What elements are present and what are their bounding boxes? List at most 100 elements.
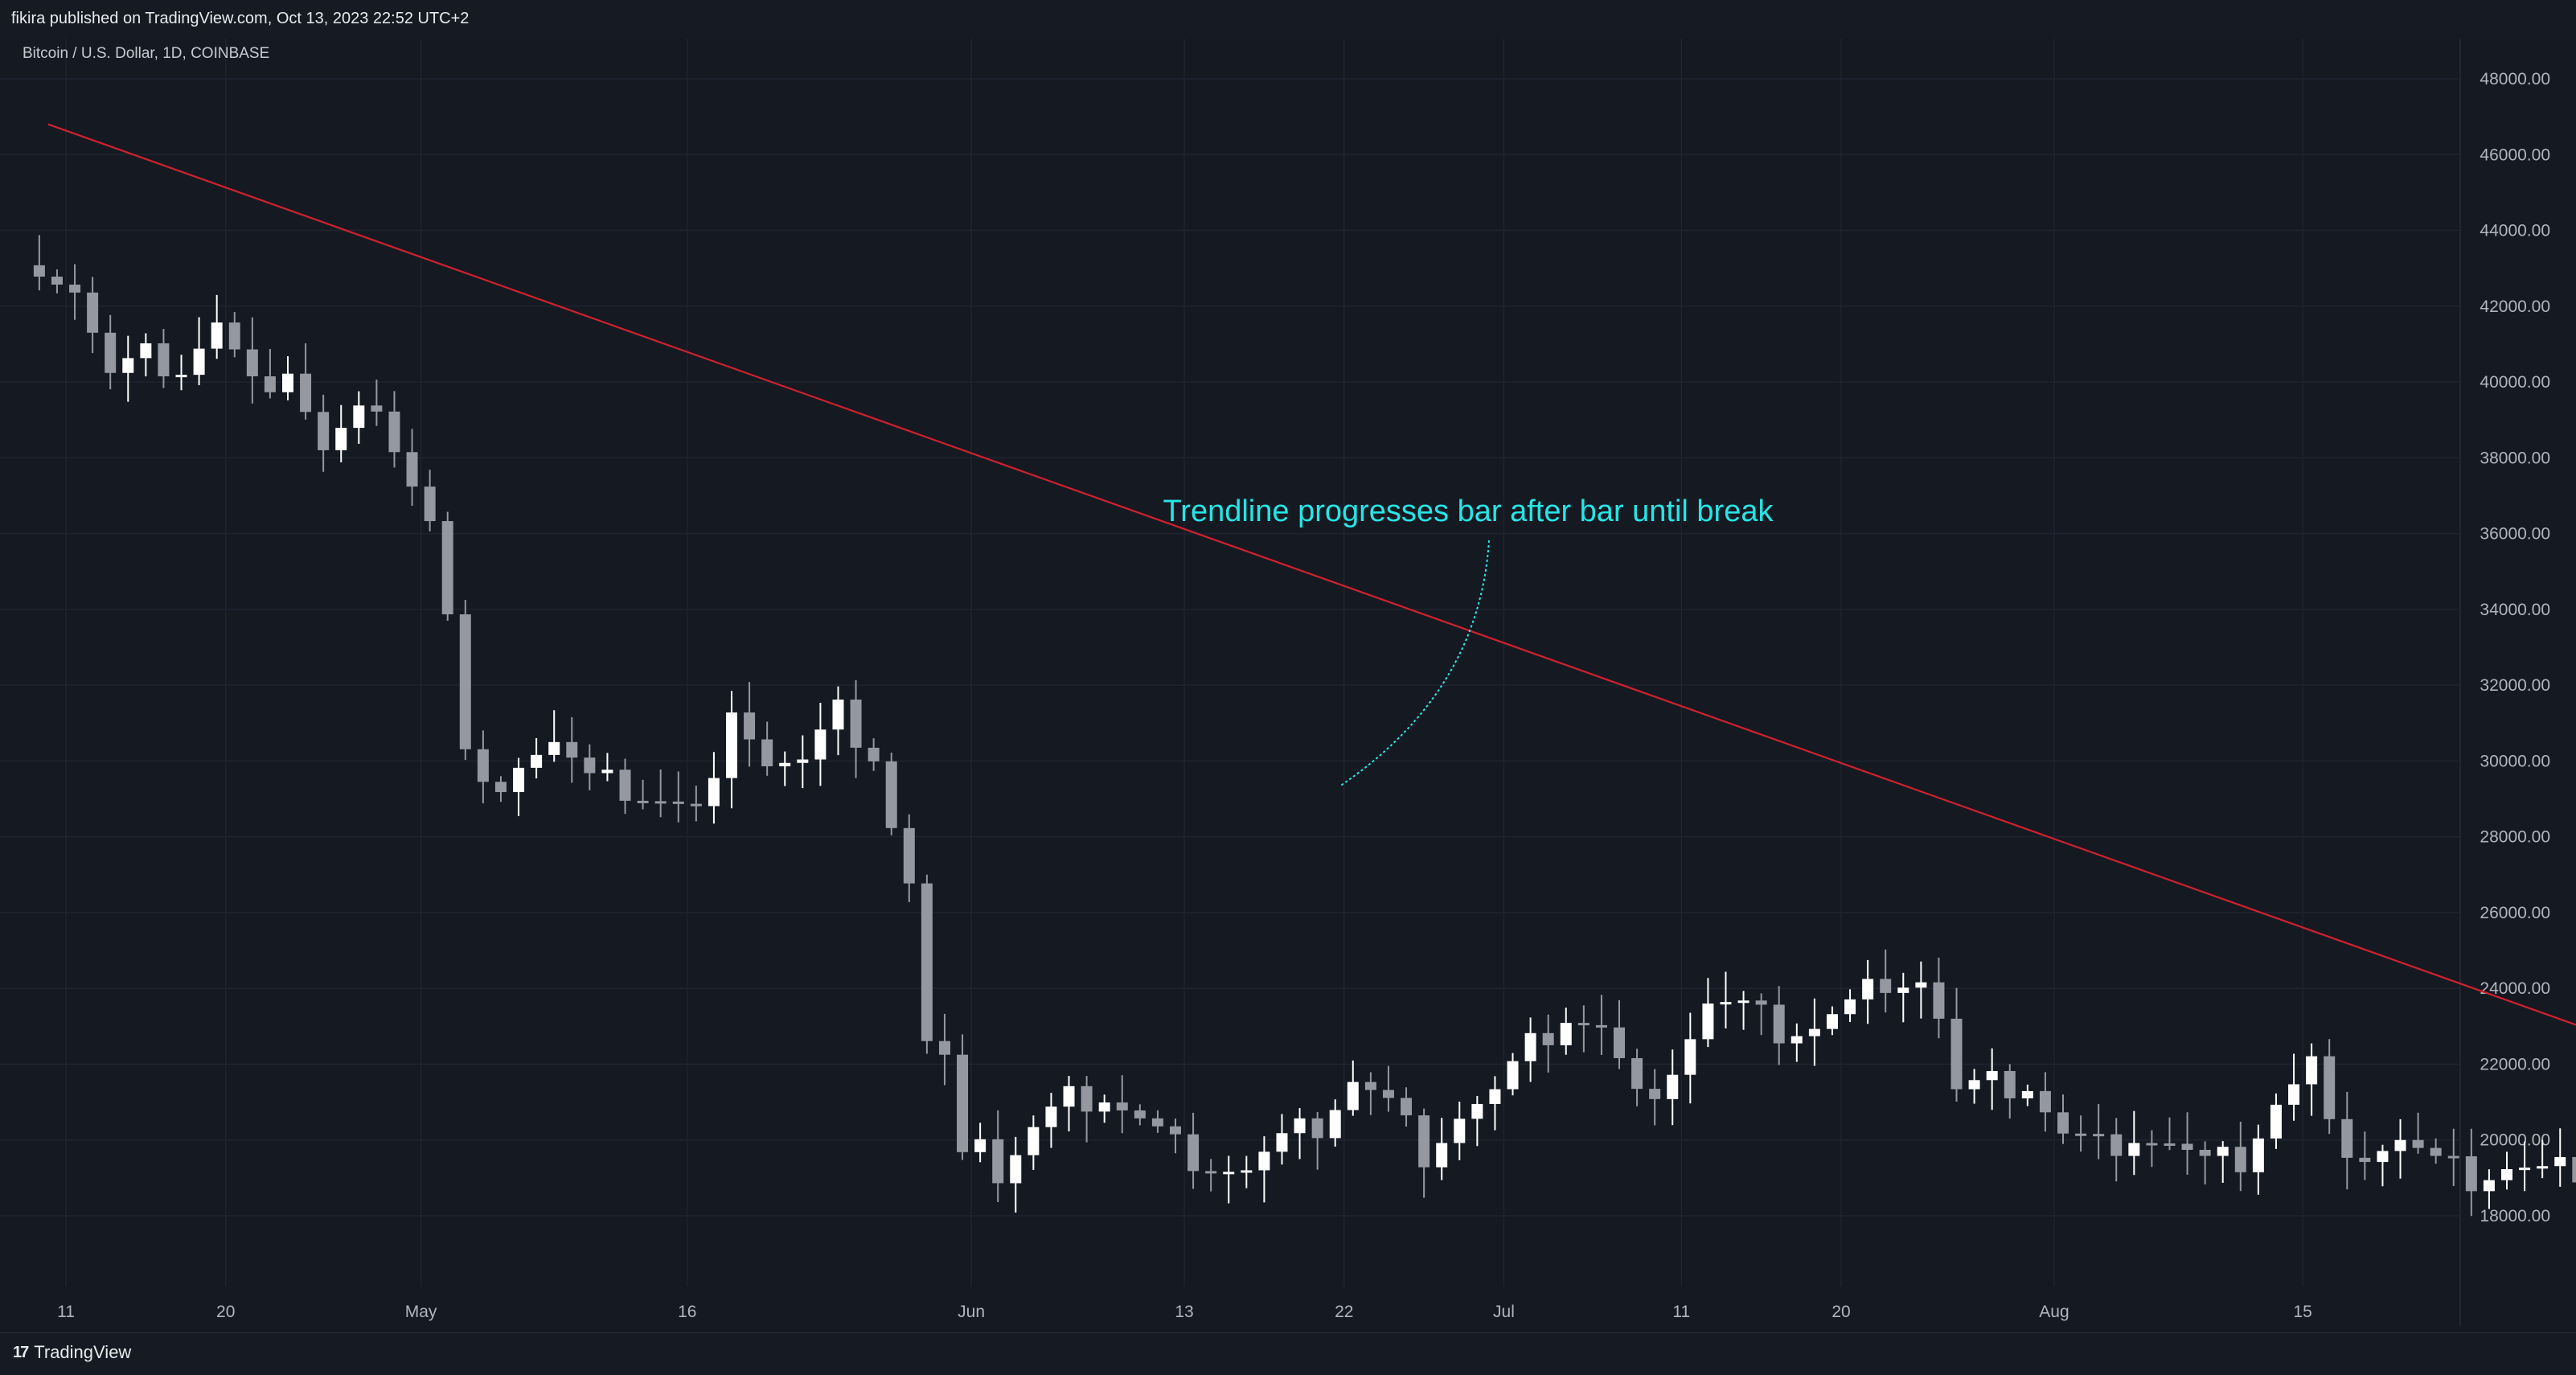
candle-body[interactable] — [388, 411, 400, 453]
trendline[interactable] — [47, 123, 2576, 1155]
candle-body[interactable] — [1950, 1018, 1963, 1090]
candle-body[interactable] — [584, 757, 596, 774]
candle-body[interactable] — [1489, 1089, 1501, 1104]
candle-body[interactable] — [2199, 1149, 2211, 1156]
candlestick-chart[interactable]: 18000.00 20000.00 22000.00 24000.00 26000.00… — [0, 39, 2576, 1332]
candle-body[interactable] — [779, 762, 791, 766]
candle-body[interactable] — [2039, 1090, 2051, 1113]
candle-body[interactable] — [2057, 1112, 2069, 1134]
candle-body[interactable] — [2234, 1147, 2246, 1172]
candle-body[interactable] — [1436, 1143, 1448, 1168]
candle-body[interactable] — [850, 700, 862, 748]
candle-body[interactable] — [122, 358, 134, 373]
candle-body[interactable] — [1045, 1106, 1057, 1127]
candle-body[interactable] — [2093, 1134, 2105, 1137]
candle-body[interactable] — [1577, 1023, 1589, 1026]
candle-body[interactable] — [1347, 1082, 1359, 1110]
candle-body[interactable] — [2359, 1157, 2371, 1163]
candle-body[interactable] — [1063, 1086, 1075, 1107]
candle-body[interactable] — [1649, 1089, 1661, 1099]
candle-body[interactable] — [459, 614, 471, 749]
candle-body[interactable] — [974, 1139, 987, 1152]
candle-body[interactable] — [211, 322, 223, 349]
tradingview-logo[interactable]: 17 TradingView — [13, 1342, 131, 1363]
candle-body[interactable] — [318, 412, 330, 450]
candle-body[interactable] — [566, 741, 578, 758]
candle-body[interactable] — [2537, 1166, 2549, 1169]
candle-body[interactable] — [2004, 1070, 2016, 1098]
candle-body[interactable] — [1880, 979, 1892, 993]
candle-body[interactable] — [2341, 1118, 2353, 1158]
candle-body[interactable] — [2447, 1155, 2459, 1159]
candle-body[interactable] — [300, 373, 312, 412]
candle-body[interactable] — [1028, 1127, 1040, 1155]
candle-body[interactable] — [1471, 1103, 1483, 1119]
candle-body[interactable] — [1151, 1118, 1163, 1127]
candle-body[interactable] — [690, 803, 702, 807]
candle-body[interactable] — [1560, 1023, 1572, 1045]
candle-body[interactable] — [1862, 979, 1874, 999]
candle-body[interactable] — [1524, 1032, 1536, 1061]
candle-body[interactable] — [2554, 1156, 2566, 1167]
candle-body[interactable] — [1401, 1098, 1413, 1116]
candle-body[interactable] — [1010, 1155, 1022, 1184]
candle-body[interactable] — [2465, 1156, 2477, 1192]
candle-body[interactable] — [105, 332, 117, 373]
candle-body[interactable] — [1258, 1151, 1270, 1171]
candle-body[interactable] — [1790, 1036, 1803, 1044]
candle-body[interactable] — [1915, 982, 1927, 988]
candle-body[interactable] — [654, 801, 667, 804]
candle-body[interactable] — [193, 348, 205, 376]
candle-body[interactable] — [992, 1139, 1004, 1184]
candle-body[interactable] — [406, 452, 418, 487]
candle-body[interactable] — [1737, 1000, 1749, 1004]
candle-body[interactable] — [1755, 1000, 1767, 1005]
candle-body[interactable] — [1294, 1118, 1306, 1134]
candle-body[interactable] — [33, 265, 45, 277]
candle-body[interactable] — [494, 782, 507, 793]
candle-body[interactable] — [513, 767, 525, 793]
candle-body[interactable] — [282, 373, 293, 392]
candle-body[interactable] — [531, 754, 543, 768]
candle-body[interactable] — [158, 343, 170, 376]
candle-body[interactable] — [601, 770, 613, 774]
candle-body[interactable] — [371, 405, 383, 412]
candle-body[interactable] — [2394, 1139, 2406, 1151]
candle-body[interactable] — [903, 827, 915, 884]
candle-body[interactable] — [1614, 1027, 1625, 1058]
candle-body[interactable] — [1986, 1070, 1998, 1081]
candle-body[interactable] — [2181, 1143, 2193, 1150]
candle-body[interactable] — [335, 428, 347, 450]
candle-body[interactable] — [228, 322, 240, 350]
candle-body[interactable] — [814, 729, 827, 760]
candle-body[interactable] — [2412, 1139, 2424, 1148]
candle-body[interactable] — [1223, 1172, 1235, 1175]
candle-body[interactable] — [637, 800, 649, 803]
candle-body[interactable] — [2288, 1084, 2300, 1105]
candle-body[interactable] — [441, 521, 453, 614]
candle-body[interactable] — [1808, 1028, 1820, 1036]
candle-body[interactable] — [1098, 1102, 1110, 1112]
candle-body[interactable] — [1631, 1057, 1643, 1090]
candle-body[interactable] — [1667, 1074, 1679, 1099]
candle-body[interactable] — [1897, 987, 1909, 993]
candle-body[interactable] — [2501, 1169, 2512, 1180]
candle-body[interactable] — [726, 712, 737, 778]
candle-body[interactable] — [1311, 1118, 1323, 1139]
candle-body[interactable] — [1418, 1115, 1430, 1168]
candle-body[interactable] — [1773, 1004, 1785, 1044]
candle-body[interactable] — [2128, 1143, 2140, 1156]
candle-body[interactable] — [353, 405, 365, 429]
candle-body[interactable] — [1595, 1024, 1607, 1028]
candle-body[interactable] — [885, 761, 897, 828]
candle-body[interactable] — [2164, 1143, 2176, 1146]
candle-body[interactable] — [1702, 1004, 1714, 1040]
candle-body[interactable] — [2324, 1056, 2336, 1119]
candle-body[interactable] — [921, 883, 933, 1041]
candle-body[interactable] — [797, 759, 809, 763]
candle-body[interactable] — [1720, 1002, 1732, 1005]
candle-body[interactable] — [1170, 1126, 1181, 1135]
candle-body[interactable] — [477, 749, 489, 782]
candle-body[interactable] — [1188, 1134, 1200, 1172]
candle-body[interactable] — [2377, 1151, 2389, 1163]
